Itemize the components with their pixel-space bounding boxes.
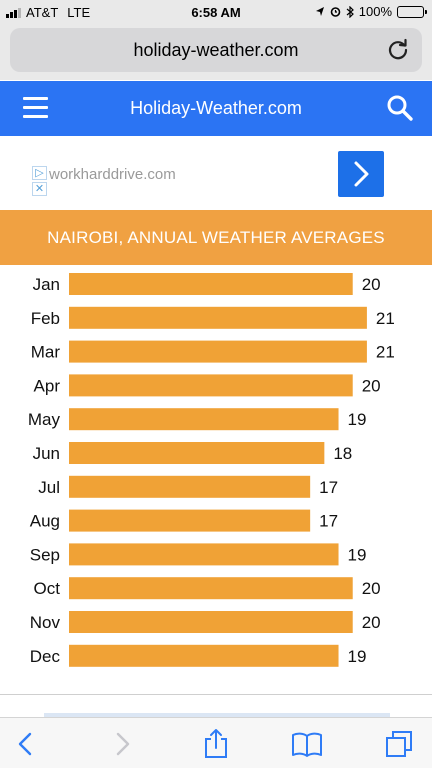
- bookmarks-icon[interactable]: [291, 728, 323, 760]
- adchoices-icon[interactable]: ▷: [32, 166, 47, 180]
- value-label-jul: 17: [319, 478, 338, 497]
- bar-apr: [69, 374, 353, 397]
- reload-icon[interactable]: [386, 37, 410, 61]
- bar-jul: [69, 475, 311, 498]
- status-right: 100%: [315, 4, 427, 19]
- menu-icon[interactable]: [23, 97, 48, 119]
- battery-icon: [397, 5, 427, 18]
- page-content-peek: [44, 713, 390, 717]
- month-label-apr: Apr: [34, 376, 61, 395]
- site-title[interactable]: Holiday-Weather.com: [130, 98, 302, 118]
- status-left: AT&T LTE: [6, 5, 90, 20]
- value-label-oct: 20: [362, 579, 381, 598]
- value-label-jun: 18: [333, 444, 352, 463]
- browser-toolbar: [0, 717, 432, 768]
- bar-mar: [69, 340, 367, 363]
- status-bar: AT&T LTE 6:58 AM 100%: [0, 0, 432, 24]
- month-label-jul: Jul: [38, 478, 60, 497]
- month-label-feb: Feb: [31, 309, 60, 328]
- location-icon: [315, 7, 324, 16]
- bluetooth-icon: [346, 5, 354, 18]
- month-label-dec: Dec: [30, 647, 61, 666]
- bar-aug: [69, 509, 311, 532]
- share-icon[interactable]: [200, 728, 232, 760]
- value-label-apr: 20: [362, 376, 381, 395]
- temperature-bar-chart: Jan 20 Feb 21 Mar 21 Apr 20 May 19 Jun 18 Jul 17 Aug 17…: [28, 273, 395, 667]
- value-label-dec: 19: [348, 647, 367, 666]
- bar-sep: [69, 543, 339, 566]
- value-label-feb: 21: [376, 309, 395, 328]
- month-label-aug: Aug: [30, 512, 60, 531]
- ad-choices[interactable]: ▷ ✕: [32, 166, 48, 198]
- content-divider: [0, 694, 432, 695]
- month-label-nov: Nov: [30, 613, 61, 632]
- ad-banner[interactable]: ▷ ✕ workharddrive.com: [0, 136, 432, 210]
- battery-percent: 100%: [358, 4, 392, 19]
- banner-title: NAIROBI, ANNUAL WEATHER AVERAGES: [47, 228, 385, 247]
- value-label-mar: 21: [376, 343, 395, 362]
- ad-domain[interactable]: workharddrive.com: [49, 166, 176, 183]
- tabs-icon[interactable]: [383, 728, 415, 760]
- month-label-jan: Jan: [33, 275, 60, 294]
- signal-icon: [6, 7, 21, 18]
- chevron-right-icon: [354, 161, 369, 187]
- browser-address-area: holiday-weather.com: [0, 24, 432, 80]
- ad-close-icon[interactable]: ✕: [32, 182, 47, 196]
- month-label-may: May: [28, 410, 61, 429]
- value-label-jan: 20: [362, 275, 381, 294]
- value-label-may: 19: [348, 410, 367, 429]
- month-label-sep: Sep: [30, 545, 60, 564]
- month-label-oct: Oct: [34, 579, 61, 598]
- search-icon[interactable]: [386, 94, 414, 122]
- value-label-sep: 19: [348, 545, 367, 564]
- chart-banner: NAIROBI, ANNUAL WEATHER AVERAGES: [0, 210, 432, 265]
- month-label-mar: Mar: [31, 343, 61, 362]
- address-bar[interactable]: holiday-weather.com: [10, 28, 422, 72]
- bar-nov: [69, 611, 353, 633]
- carrier-label: AT&T: [26, 5, 59, 20]
- bar-oct: [69, 577, 353, 600]
- bar-feb: [69, 306, 367, 329]
- ad-open-button[interactable]: [338, 151, 384, 197]
- site-header: Holiday-Weather.com: [0, 81, 432, 136]
- alarm-icon: [330, 7, 341, 17]
- address-url[interactable]: holiday-weather.com: [133, 40, 299, 60]
- status-time: 6:58 AM: [191, 5, 241, 20]
- value-label-aug: 17: [319, 512, 338, 531]
- month-label-jun: Jun: [33, 444, 60, 463]
- value-label-nov: 20: [362, 613, 381, 632]
- forward-icon[interactable]: [106, 728, 138, 760]
- bar-may: [69, 408, 339, 431]
- network-label: LTE: [67, 5, 91, 20]
- bar-jan: [69, 273, 353, 295]
- bar-jun: [69, 442, 325, 464]
- bar-dec: [69, 644, 339, 667]
- back-icon[interactable]: [10, 728, 42, 760]
